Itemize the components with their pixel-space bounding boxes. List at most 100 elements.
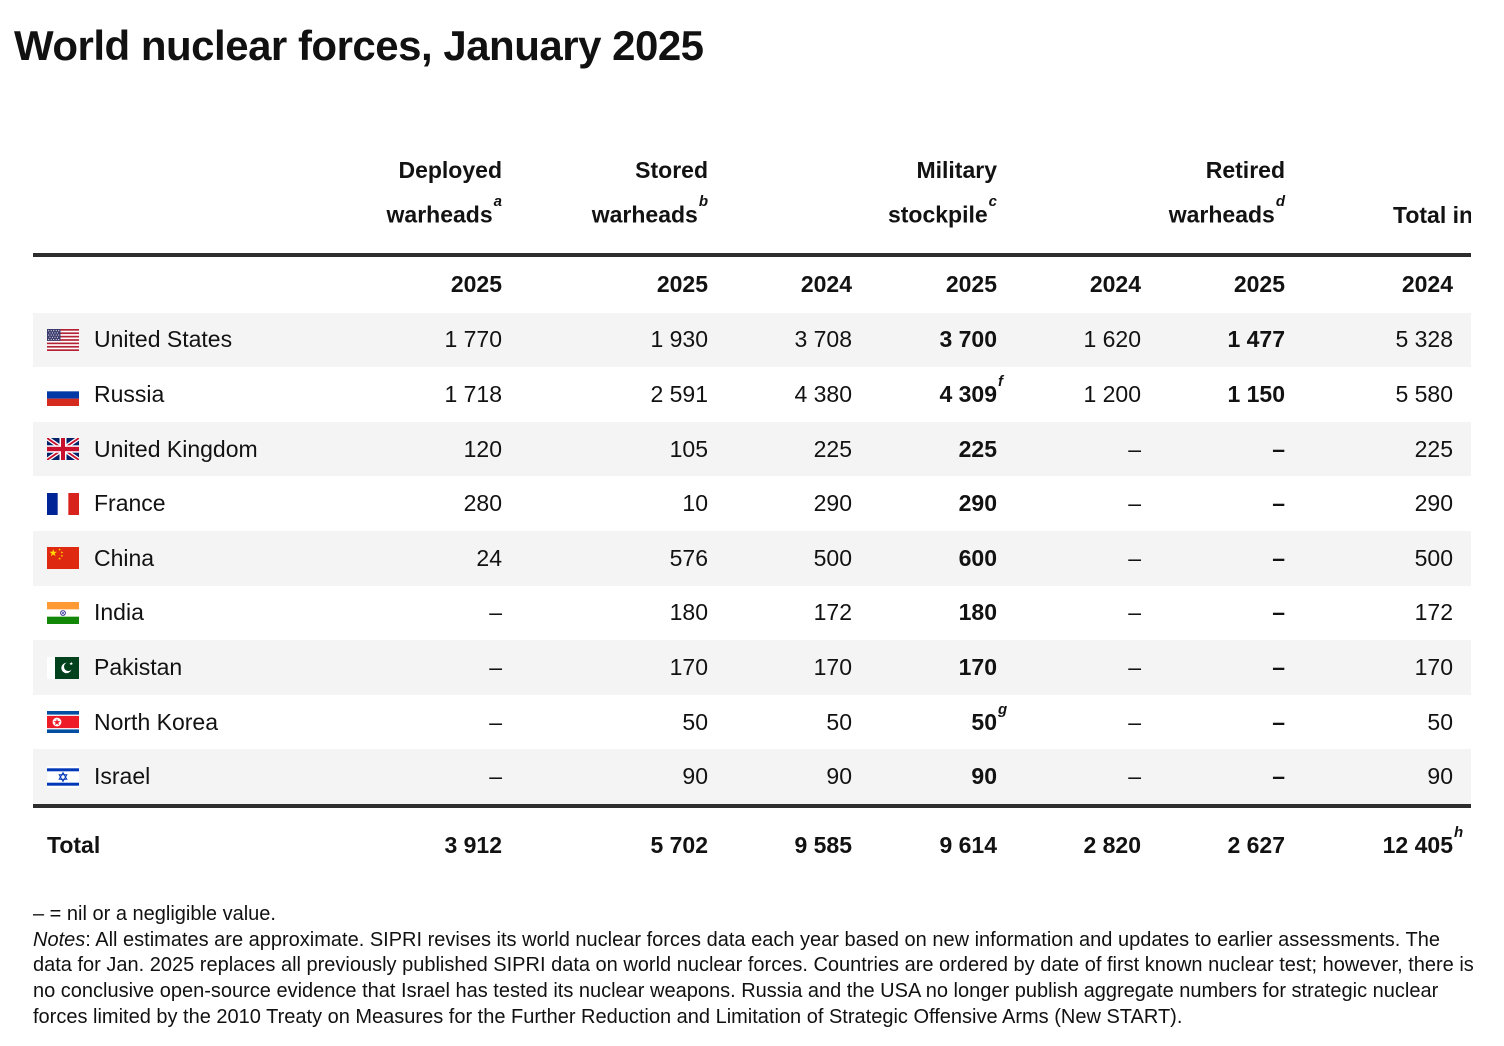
year-header: 2025: [450, 271, 502, 298]
deployed-2025-value: 1 770: [444, 326, 502, 353]
stockpile-2024-value: 225: [813, 435, 852, 462]
stockpile-2025-value: 4 309 f: [939, 373, 1003, 408]
retired-2024-value: 1 620: [1083, 326, 1141, 353]
retired-2024-value: –: [1128, 654, 1141, 681]
retired-2024-value: –: [1128, 490, 1141, 517]
total-stockpile-2024: 9 585: [794, 831, 852, 858]
stored-2025-value: 105: [669, 435, 708, 462]
stored-2025-value: 1 930: [650, 326, 708, 353]
country-name: Pakistan: [94, 654, 183, 681]
retired-2025-value: –: [1272, 599, 1285, 626]
stockpile-2025-value: 3 700: [939, 326, 997, 353]
total-2024-value: 90: [1427, 763, 1453, 790]
retired-2025-value: 1 477: [1227, 326, 1285, 353]
column-header-total-inventory: Total inventory: [1393, 201, 1471, 228]
flag-india-icon: [47, 601, 79, 624]
total-2024-value: 50: [1427, 708, 1453, 735]
year-header: 2024: [1089, 271, 1141, 298]
retired-2024-value: 1 200: [1083, 381, 1141, 408]
stored-2025-value: 2 591: [650, 381, 708, 408]
total-retired-2024: 2 820: [1083, 831, 1141, 858]
retired-2024-value: –: [1128, 544, 1141, 571]
year-header: 2025: [1233, 271, 1285, 298]
column-header-stored-warheads: Stored warheadsb: [591, 157, 708, 228]
deployed-2025-value: –: [489, 708, 502, 735]
total-2024-value: 225: [1414, 435, 1453, 462]
stockpile-2024-value: 500: [813, 544, 852, 571]
retired-2025-value: 1 150: [1227, 381, 1285, 408]
flag-pakistan-icon: [47, 656, 79, 679]
retired-2025-value: –: [1272, 654, 1285, 681]
total-2024-value: 172: [1414, 599, 1453, 626]
stockpile-2025-value: 180: [958, 599, 997, 626]
footnote-ref-c: c: [988, 193, 997, 210]
footnote-ref-g: g: [998, 700, 1008, 718]
footnote-ref-f: f: [998, 373, 1003, 391]
stockpile-2024-value: 3 708: [794, 326, 852, 353]
retired-2024-value: –: [1128, 763, 1141, 790]
year-header: 2024: [1401, 271, 1453, 298]
country-name: China: [94, 544, 155, 571]
retired-2025-value: –: [1272, 708, 1285, 735]
total-rule: [33, 804, 1471, 808]
deployed-2025-value: –: [489, 763, 502, 790]
country-name: United Kingdom: [94, 435, 258, 462]
stored-2025-value: 170: [669, 654, 708, 681]
stockpile-2025-value: 600: [958, 544, 997, 571]
stockpile-2024-value: 290: [813, 490, 852, 517]
table-row-united-kingdom: United Kingdom 120 105 225 225 – – 225: [33, 421, 1471, 477]
table-row-china: China 24 576 500 600 – – 500: [33, 531, 1471, 586]
total-retired-2025: 2 627: [1227, 831, 1285, 858]
stockpile-2025-value: 225: [958, 435, 997, 462]
stored-2025-value: 90: [682, 763, 708, 790]
notes-paragraph: Notes: All estimates are approximate. SI…: [33, 928, 1475, 1031]
footnote-ref-a: a: [493, 193, 502, 210]
total-2024-value: 170: [1414, 654, 1453, 681]
retired-2024-value: –: [1128, 435, 1141, 462]
stockpile-2024-value: 50: [826, 708, 852, 735]
stored-2025-value: 50: [682, 708, 708, 735]
retired-2024-value: –: [1128, 708, 1141, 735]
deployed-2025-value: 24: [476, 544, 502, 571]
retired-2025-value: –: [1272, 544, 1285, 571]
nuclear-forces-table: Deployed warheadsa Stored warheadsb Mili…: [33, 150, 1471, 882]
flag-united-states-icon: [47, 328, 79, 351]
table-row-north-korea: North Korea – 50 50 50 g – – 50: [33, 695, 1471, 750]
stored-2025-value: 576: [669, 544, 708, 571]
table-row-russia: Russia 1 718 2 591 4 380 4 309 f 1 200 1 …: [33, 367, 1471, 422]
flag-north-korea-icon: [47, 711, 79, 734]
table-row-total: Total 3 912 5 702 9 585 9 614 2 820 2 62…: [33, 808, 1471, 882]
table-row-india: India – 180 172 180 – – 172: [33, 586, 1471, 641]
year-header-row: 2025 2025 2024 2025 2024 2025 2024: [33, 257, 1471, 313]
retired-2025-value: –: [1272, 435, 1285, 462]
total-stored-2025: 5 702: [650, 831, 708, 858]
total-inventory-2024: 12 405 h: [1382, 823, 1464, 858]
total-2024-value: 5 580: [1395, 381, 1453, 408]
flag-united-kingdom-icon: [47, 438, 79, 461]
stockpile-2025-value: 170: [958, 654, 997, 681]
stored-2025-value: 180: [669, 599, 708, 626]
total-2024-value: 500: [1414, 544, 1453, 571]
flag-france-icon: [47, 492, 79, 515]
notes-label: Notes: [33, 928, 86, 951]
year-header: 2025: [656, 271, 708, 298]
table-row-israel: Israel – 90 90 90 – – 90: [33, 749, 1471, 804]
total-2024-value: 290: [1414, 490, 1453, 517]
retired-2024-value: –: [1128, 599, 1141, 626]
footnote-ref-d: d: [1275, 193, 1285, 210]
deployed-2025-value: –: [489, 654, 502, 681]
column-group-header-row: Deployed warheadsa Stored warheadsb Mili…: [33, 150, 1471, 253]
flag-israel-icon: [47, 765, 79, 788]
page-title: World nuclear forces, January 2025: [14, 22, 704, 69]
total-label: Total: [47, 831, 101, 858]
year-header: 2024: [800, 271, 852, 298]
country-name: India: [94, 599, 144, 626]
footnote-ref-h: h: [1454, 823, 1464, 841]
stored-2025-value: 10: [682, 490, 708, 517]
notes-text: : All estimates are approximate. SIPRI r…: [33, 928, 1474, 1028]
nil-note: – = nil or a negligible value.: [33, 903, 276, 925]
flag-china-icon: [47, 547, 79, 570]
deployed-2025-value: 280: [463, 490, 502, 517]
flag-russia-icon: [47, 383, 79, 406]
